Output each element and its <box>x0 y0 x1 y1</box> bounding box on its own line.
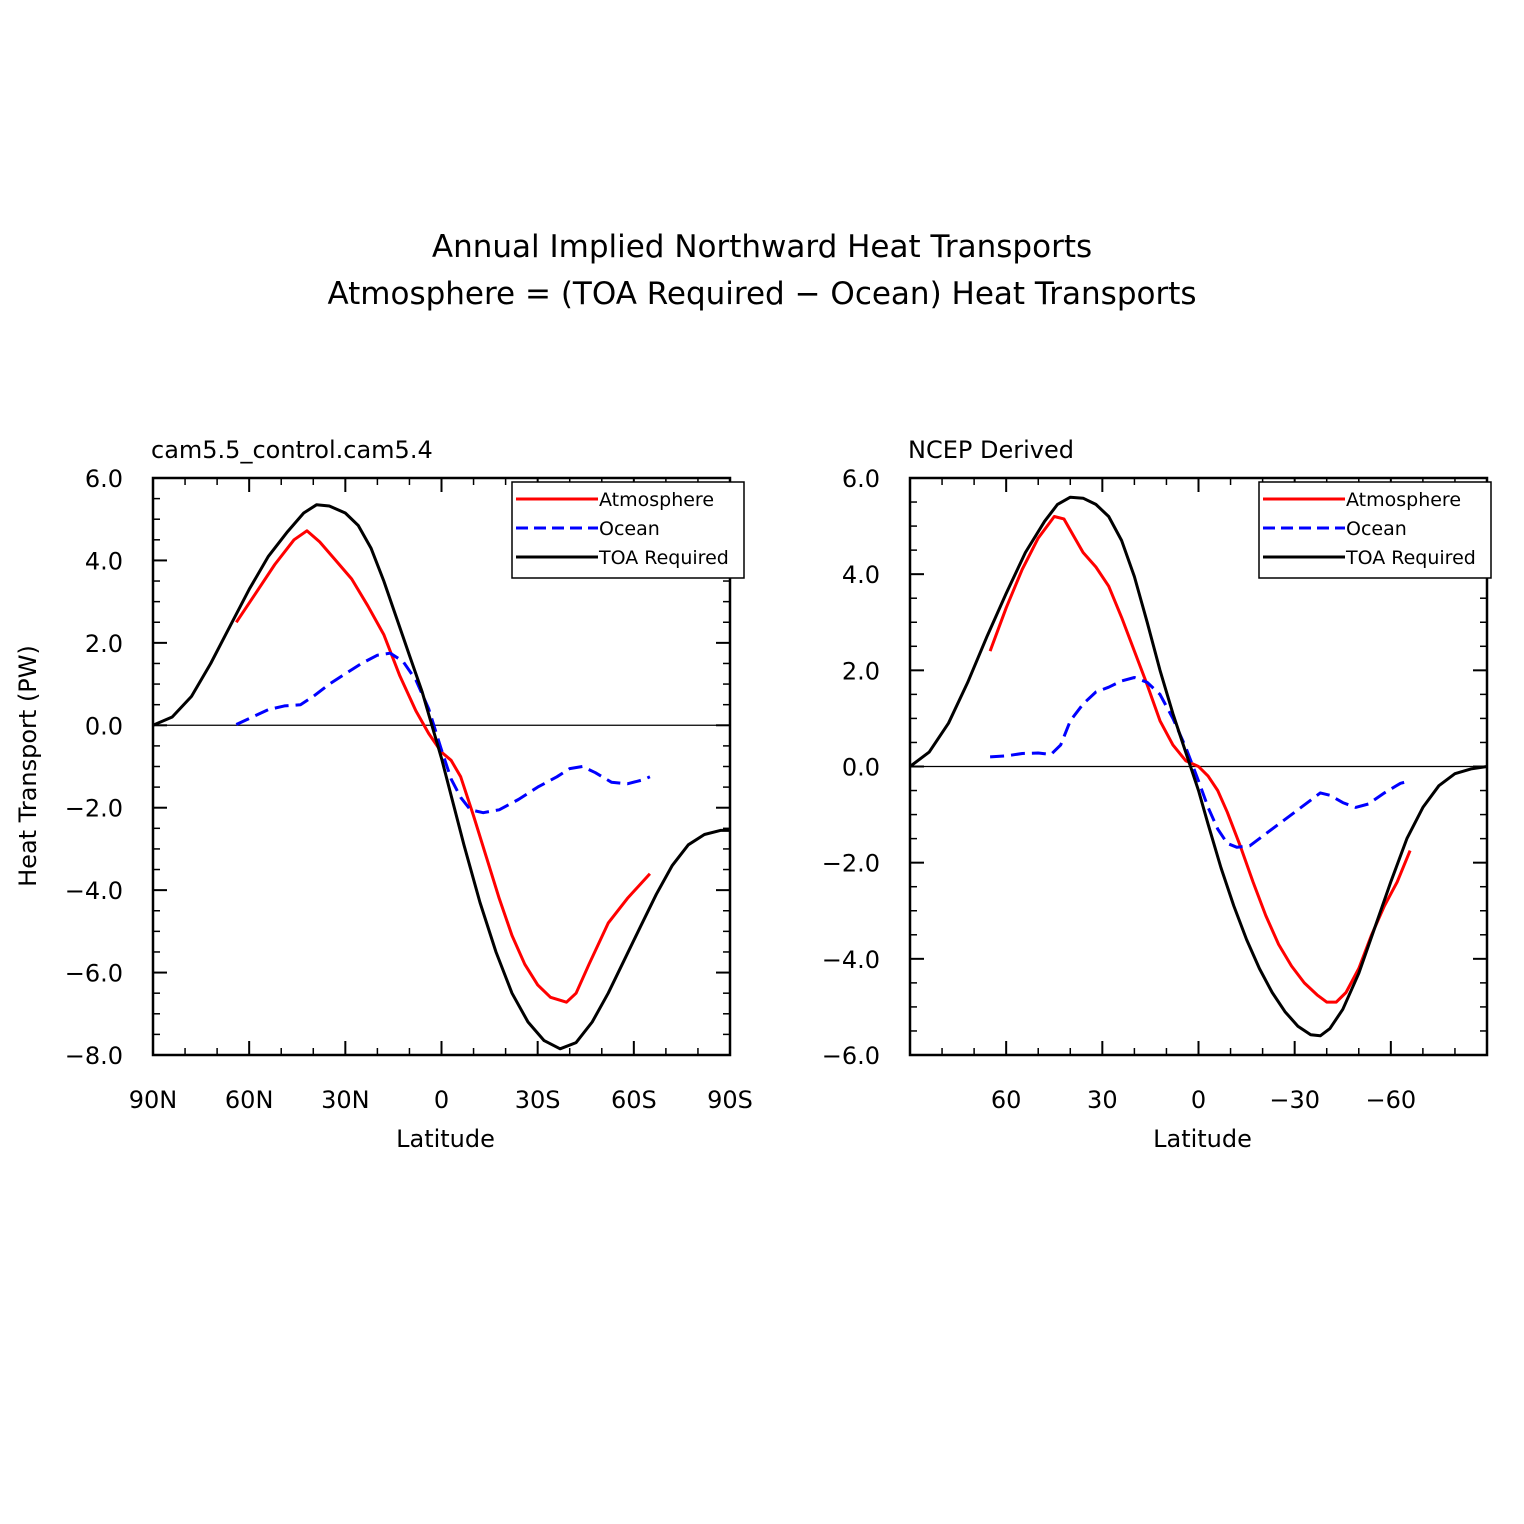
chart1-y-tick-label: 0.0 <box>85 712 123 740</box>
chart2-x-tick-label: 60 <box>991 1086 1022 1114</box>
chart2-y-tick-label: −4.0 <box>822 946 880 974</box>
chart1-y-tick-label: −6.0 <box>65 960 123 988</box>
chart2-y-tick-label: −2.0 <box>822 850 880 878</box>
chart1-y-tick-label: −8.0 <box>65 1042 123 1070</box>
figure-title-line1: Annual Implied Northward Heat Transports <box>432 229 1092 265</box>
chart1-y-tick-label: −4.0 <box>65 877 123 905</box>
chart2-y-tick-label: 2.0 <box>842 657 880 685</box>
chart2-legend: Atmosphere Ocean TOA Required <box>1258 481 1492 579</box>
right-panel-ncep: NCEP Derived 6.0 4.0 2.0 0.0 −2.0 −4.0 −6.0 60 30… <box>822 436 1492 1153</box>
chart1-x-tick-label: 30S <box>515 1086 561 1114</box>
chart1-y-axis-label: Heat Transport (PW) <box>14 645 42 887</box>
chart1-y-tick-label: 2.0 <box>85 630 123 658</box>
chart1-x-tick-label: 60S <box>611 1086 657 1114</box>
chart1-legend-label-atmosphere: Atmosphere <box>599 489 714 511</box>
chart2-x-tick-label: 30 <box>1087 1086 1118 1114</box>
figure-title-line2: Atmosphere = (TOA Required − Ocean) Heat… <box>327 276 1196 312</box>
chart2-plot-frame <box>908 476 1489 1057</box>
chart2-y-tick-label: 0.0 <box>842 754 880 782</box>
chart1-y-tick-label: −2.0 <box>65 795 123 823</box>
chart2-legend-label-atmosphere: Atmosphere <box>1346 489 1461 511</box>
chart1-x-tick-label: 90S <box>707 1086 753 1114</box>
chart1-series-toa-required-line <box>152 503 730 1051</box>
chart1-x-tick-label: 60N <box>225 1086 274 1114</box>
chart1-legend-label-toa-required: TOA Required <box>598 547 729 569</box>
chart2-y-tick-label: 4.0 <box>842 561 880 589</box>
chart2-x-tick-label: −30 <box>1269 1086 1320 1114</box>
chart2-legend-label-toa-required: TOA Required <box>1345 547 1476 569</box>
chart2-y-tick-label: 6.0 <box>842 465 880 493</box>
chart1-y-tick-label: 6.0 <box>85 465 123 493</box>
left-panel-cam5: cam5.5_control.cam5.4 6.0 4.0 2.0 0.0 −2.0 −4.… <box>14 436 753 1153</box>
chart2-x-tick-label: −60 <box>1366 1086 1417 1114</box>
chart2-legend-label-ocean: Ocean <box>1346 518 1407 540</box>
chart1-legend-label-ocean: Ocean <box>599 518 660 540</box>
chart1-series-atmosphere-line <box>235 529 652 1004</box>
chart1-title: cam5.5_control.cam5.4 <box>151 436 433 464</box>
chart2-series-atmosphere-line <box>988 515 1412 1004</box>
chart1-series-ocean-line <box>235 651 651 815</box>
chart2-series-ocean-line <box>990 676 1411 849</box>
chart1-x-axis-label: Latitude <box>396 1125 495 1153</box>
chart1-legend: Atmosphere Ocean TOA Required <box>511 481 745 579</box>
chart2-x-axis-label: Latitude <box>1153 1125 1252 1153</box>
chart1-x-tick-label: 90N <box>129 1086 178 1114</box>
chart2-title: NCEP Derived <box>908 436 1074 464</box>
chart2-x-tick-label: 0 <box>1191 1086 1206 1114</box>
chart2-series-toa-required-line <box>909 495 1488 1038</box>
chart1-plot-frame <box>151 476 732 1057</box>
chart2-y-tick-label: −6.0 <box>822 1042 880 1070</box>
chart1-y-tick-label: 4.0 <box>85 547 123 575</box>
chart1-x-tick-label: 0 <box>434 1086 449 1114</box>
chart1-x-tick-label: 30N <box>321 1086 370 1114</box>
